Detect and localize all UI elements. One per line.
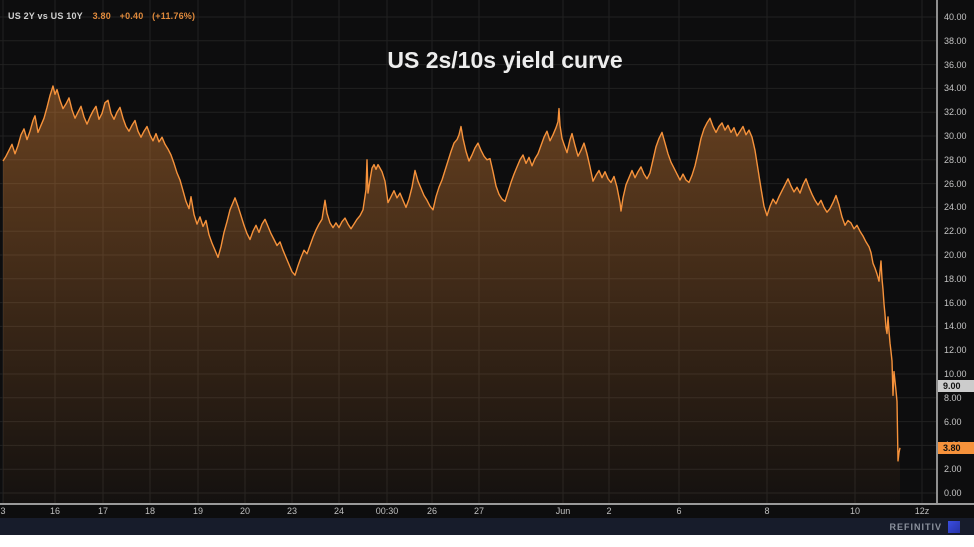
- axis-price-badge-gray: 9.00: [938, 379, 974, 392]
- x-axis-line: [0, 503, 974, 505]
- y-axis-label: 22.00: [944, 226, 967, 237]
- y-axis[interactable]: 40.00 38.00 36.00 34.00 32.00 30.00 28.00 26.00…: [936, 0, 974, 503]
- x-axis-label: 27: [473, 506, 484, 516]
- y-axis-label: 18.00: [944, 273, 967, 284]
- y-axis-label: 26.00: [944, 178, 967, 189]
- x-axis-label: 20: [239, 506, 250, 516]
- x-axis-label: 26: [426, 506, 437, 516]
- x-axis-label: 3: [0, 506, 6, 516]
- y-axis-label: 30.00: [944, 131, 967, 141]
- y-axis-label: 34.00: [944, 83, 967, 94]
- price-plot[interactable]: [0, 0, 936, 504]
- legend-instrument: US 2Y vs US 10Y: [8, 11, 83, 21]
- y-axis-label: 24.00: [944, 202, 967, 213]
- y-axis-label: 20.00: [944, 250, 967, 260]
- x-axis-label: 19: [192, 506, 203, 516]
- chart-panel: US 2Y vs US 10Y 3.80 +0.40 (+11.76%) US …: [0, 0, 974, 518]
- x-axis-label: 16: [49, 506, 60, 516]
- y-axis-label: 38.00: [944, 35, 967, 46]
- y-axis-label: 36.00: [944, 59, 967, 70]
- y-axis-label: 8.00: [944, 392, 962, 403]
- legend-pct-change: (+11.76%): [152, 11, 196, 21]
- y-axis-label: 14.00: [944, 321, 967, 332]
- x-axis-label: 18: [144, 506, 155, 516]
- x-axis-label: 10: [849, 506, 860, 516]
- price-line: [2, 85, 901, 462]
- x-axis-label: 12z: [914, 506, 930, 516]
- refinitiv-logo-icon: [948, 520, 960, 533]
- legend-last-value: 3.80: [92, 11, 111, 21]
- x-axis-label: 23: [286, 506, 297, 516]
- x-axis-label: 2: [606, 506, 612, 516]
- chart-title: US 2s/10s yield curve: [387, 47, 623, 73]
- y-axis-label: 2.00: [944, 464, 962, 475]
- x-axis-label: 6: [676, 506, 682, 516]
- y-axis-label: 28.00: [944, 154, 967, 165]
- axis-price-badge-orange: 3.80: [938, 441, 974, 454]
- legend-net-change: +0.40: [119, 11, 144, 21]
- x-axis-label: Jun: [555, 506, 571, 516]
- y-axis-label: 16.00: [944, 297, 967, 308]
- legend: US 2Y vs US 10Y 3.80 +0.40 (+11.76%): [8, 11, 201, 21]
- x-axis-label: 24: [333, 506, 344, 516]
- y-axis-label: 12.00: [944, 345, 967, 356]
- status-bar: REFINITIV: [0, 518, 974, 535]
- y-axis-label: 10.00: [944, 369, 967, 379]
- x-axis-label: 17: [97, 506, 108, 516]
- y-axis-label: 0.00: [944, 488, 962, 498]
- x-axis[interactable]: 3 16 17 18 19 20 23 24 00:30 26 27 Jun 2 6 8 10 12z: [0, 506, 974, 518]
- refinitiv-wordmark: REFINITIV: [889, 521, 942, 532]
- y-axis-label: 6.00: [944, 416, 962, 427]
- y-axis-label: 32.00: [944, 107, 967, 118]
- y-axis-label: 40.00: [944, 12, 967, 22]
- area-fill: [3, 86, 900, 503]
- x-axis-label: 00:30: [375, 506, 399, 516]
- x-axis-label: 8: [764, 506, 770, 516]
